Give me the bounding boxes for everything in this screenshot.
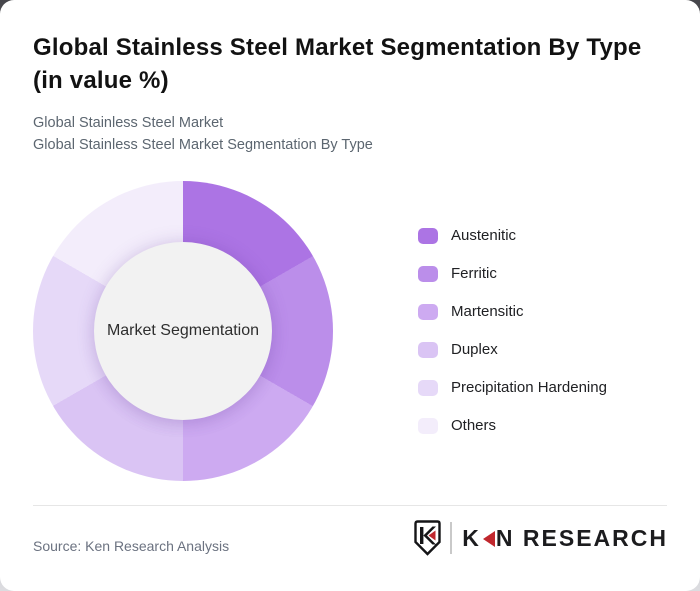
legend-label: Others xyxy=(451,417,497,434)
legend-item: Ferritic xyxy=(418,266,607,282)
legend-swatch-icon xyxy=(418,304,438,320)
legend-item: Duplex xyxy=(418,342,607,358)
legend-item: Precipitation Hardening xyxy=(418,380,607,396)
logo-wordmark: K N RESEARCH xyxy=(462,525,668,552)
legend-swatch-icon xyxy=(418,266,438,282)
legend-item: Martensitic xyxy=(418,304,607,320)
subtitle-line-2: Global Stainless Steel Market Segmentati… xyxy=(33,137,373,153)
source-text: Source: Ken Research Analysis xyxy=(33,538,230,554)
legend-swatch-icon xyxy=(418,228,438,244)
wordmark-rest: N RESEARCH xyxy=(495,524,668,551)
logo-separator xyxy=(450,522,453,554)
legend-label: Martensitic xyxy=(451,303,524,320)
page-title: Global Stainless Steel Market Segmentati… xyxy=(33,31,673,97)
footer-divider xyxy=(33,505,667,506)
legend-swatch-icon xyxy=(418,342,438,358)
chart-subtitle: Global Stainless Steel Market Global Sta… xyxy=(33,112,653,156)
legend-label: Precipitation Hardening xyxy=(451,379,607,396)
donut-center: Market Segmentation xyxy=(94,242,272,420)
title-line-1: Global Stainless Steel Market Segmentati… xyxy=(33,34,642,61)
legend-label: Duplex xyxy=(451,341,498,358)
ken-research-logo: K K N RESEARCH xyxy=(414,518,668,558)
title-line-2: (in value %) xyxy=(33,67,169,94)
subtitle-line-1: Global Stainless Steel Market xyxy=(33,115,224,131)
legend: Austenitic Ferritic Martensitic Duplex P… xyxy=(418,228,607,434)
shield-k-icon: K xyxy=(414,520,441,556)
legend-label: Ferritic xyxy=(451,265,497,282)
legend-item: Austenitic xyxy=(418,228,607,244)
legend-item: Others xyxy=(418,418,607,434)
legend-swatch-icon xyxy=(418,418,438,434)
wordmark-k: K xyxy=(462,524,481,551)
donut-center-label: Market Segmentation xyxy=(106,322,260,339)
donut-chart: Market Segmentation xyxy=(33,181,333,481)
red-triangle-icon xyxy=(482,531,495,547)
legend-label: Austenitic xyxy=(451,227,517,244)
legend-swatch-icon xyxy=(418,380,438,396)
